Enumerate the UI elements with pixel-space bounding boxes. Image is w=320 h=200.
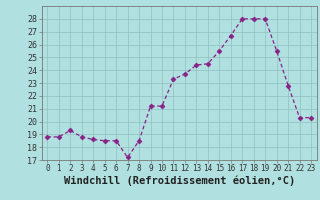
X-axis label: Windchill (Refroidissement éolien,°C): Windchill (Refroidissement éolien,°C) — [64, 176, 295, 186]
